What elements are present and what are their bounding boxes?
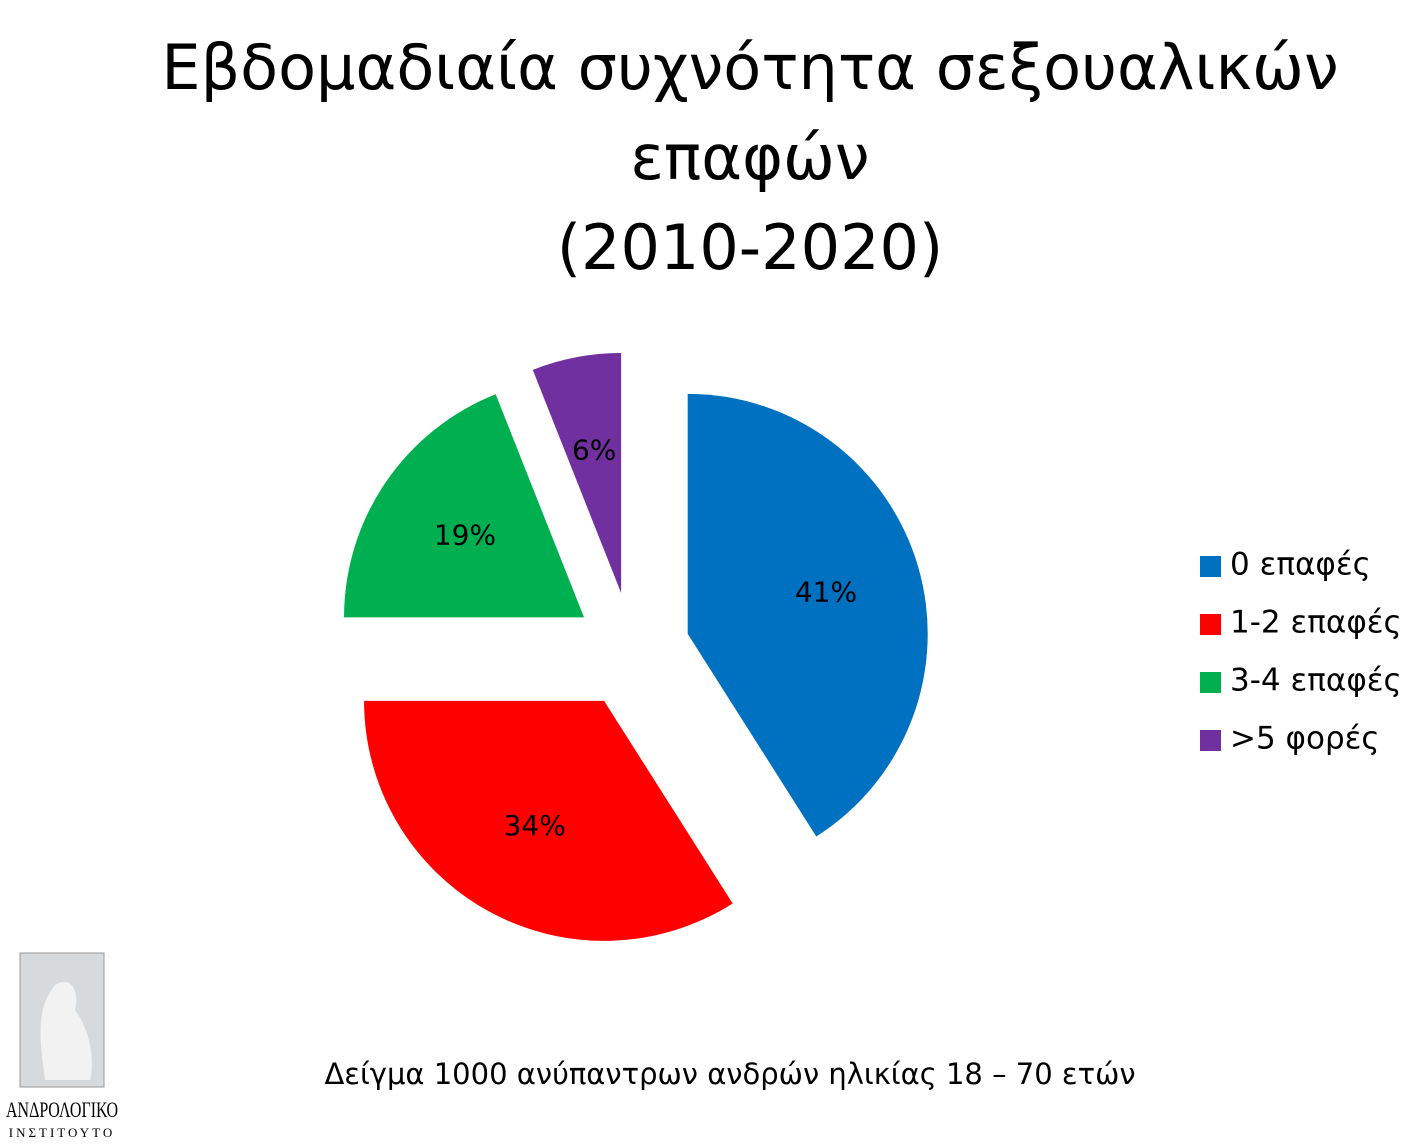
logo-name: ΑΝΔΡΟΛΟΓΙΚΟ [6, 1097, 118, 1122]
data-label: 34% [504, 809, 566, 842]
pie-slice [687, 393, 928, 837]
legend-swatch [1200, 556, 1221, 577]
logo: ΑΝΔΡΟΛΟΓΙΚΟ ΙΝΣΤΙΤΟΥΤΟ [6, 952, 118, 1140]
title-line: επαφών [630, 121, 869, 194]
logo-figure [40, 981, 92, 1080]
legend-label: 3-4 επαφές [1230, 663, 1402, 699]
data-label: 6% [572, 434, 616, 467]
pie-slice [344, 394, 585, 618]
subtitle: (2010-2020) [557, 211, 943, 284]
legend-swatch [1200, 672, 1221, 693]
logo-subtitle: ΙΝΣΤΙΤΟΥΤΟ [9, 1125, 115, 1140]
data-label: 41% [795, 576, 857, 609]
footnote: Δείγμα 1000 ανύπαντρων ανδρών ηλικίας 18… [324, 1057, 1135, 1091]
legend-label: 1-2 επαφές [1230, 605, 1402, 641]
pie-slice [364, 700, 733, 941]
title-line: Εβδομαδιαία συχνότητα σεξουαλικών [161, 31, 1338, 104]
legend-label: 0 επαφές [1230, 547, 1371, 583]
pie-slice [532, 353, 622, 594]
data-label: 19% [434, 518, 496, 551]
legend-swatch [1200, 730, 1221, 751]
legend-swatch [1200, 614, 1221, 635]
legend-label: >5 φορές [1230, 721, 1380, 757]
